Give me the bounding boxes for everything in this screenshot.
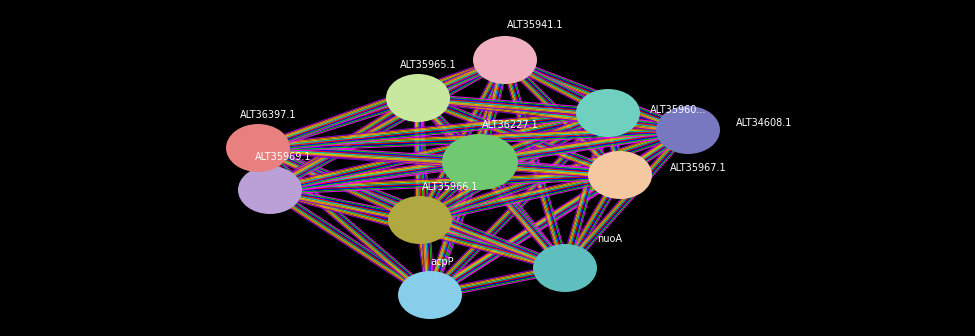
Text: ALT34608.1: ALT34608.1 xyxy=(736,118,793,128)
Text: ALT35960...: ALT35960... xyxy=(650,105,706,115)
Text: ALT35966.1: ALT35966.1 xyxy=(422,182,479,192)
Ellipse shape xyxy=(533,244,597,292)
Text: ALT35967.1: ALT35967.1 xyxy=(670,163,726,173)
Ellipse shape xyxy=(226,124,290,172)
Ellipse shape xyxy=(398,271,462,319)
Text: acpP: acpP xyxy=(430,257,453,267)
Text: ALT35965.1: ALT35965.1 xyxy=(400,60,456,70)
Ellipse shape xyxy=(388,196,452,244)
Ellipse shape xyxy=(238,166,302,214)
Text: ALT36227.1: ALT36227.1 xyxy=(482,120,539,130)
Text: ALT35941.1: ALT35941.1 xyxy=(507,20,564,30)
Text: nuoA: nuoA xyxy=(597,234,622,244)
Text: ALT36397.1: ALT36397.1 xyxy=(240,110,296,120)
Ellipse shape xyxy=(473,36,537,84)
Text: ALT35969.1: ALT35969.1 xyxy=(255,152,311,162)
Ellipse shape xyxy=(386,74,450,122)
Ellipse shape xyxy=(656,106,720,154)
Ellipse shape xyxy=(576,89,640,137)
Ellipse shape xyxy=(442,134,518,190)
Ellipse shape xyxy=(588,151,652,199)
